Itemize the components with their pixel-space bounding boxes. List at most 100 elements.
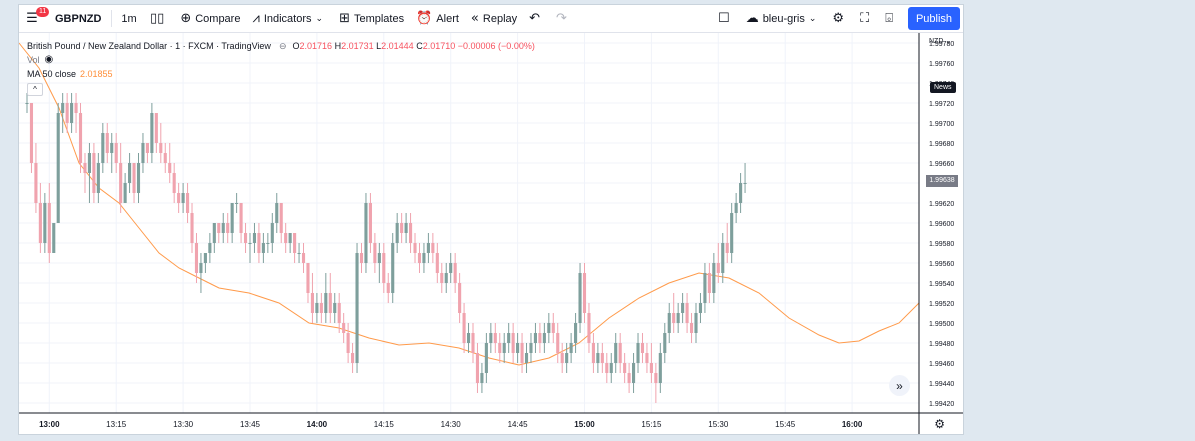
camera-icon: ⌻ xyxy=(885,11,893,26)
undo-button[interactable]: ↶ xyxy=(523,5,550,32)
fullscreen-button[interactable]: ⛶ xyxy=(854,5,879,32)
indicators-icon: ⩘ xyxy=(252,11,260,26)
top-toolbar: ☰ 11 GBPNZD 1m ▯▯ ⊕ Compare ⩘ Indicators ⌄ … xyxy=(19,5,963,33)
publish-button[interactable]: Publish xyxy=(908,7,960,30)
candle-body xyxy=(324,293,328,313)
candle-body xyxy=(475,353,480,383)
candle-body xyxy=(609,363,613,373)
currency-label[interactable]: NZD ⌄ xyxy=(929,38,952,45)
candle-body xyxy=(74,103,78,113)
redo-button[interactable]: ↷ xyxy=(550,5,577,32)
candle-body xyxy=(507,333,511,343)
candle-body xyxy=(676,313,680,323)
candle-body xyxy=(631,363,636,383)
candle-body xyxy=(596,353,600,363)
candle-body xyxy=(119,163,123,203)
candle-body xyxy=(203,253,207,263)
candle-body xyxy=(123,183,127,203)
candle-body xyxy=(645,353,649,363)
candle-body xyxy=(252,233,257,243)
candle-body xyxy=(105,133,109,153)
price-tick-label: 1.99420 xyxy=(929,401,954,408)
time-tick-label: 15:30 xyxy=(708,420,729,429)
alert-button[interactable]: ⏰ Alert xyxy=(410,5,465,32)
indicators-button[interactable]: ⩘ Indicators ⌄ xyxy=(246,5,333,32)
candle-body xyxy=(734,203,738,213)
candle-body xyxy=(520,343,524,363)
toolbar-right-group: ☐ ☁ bleu-gris ⌄ ⚙ ⛶ ⌻ xyxy=(712,5,903,32)
chart-window: ☰ 11 GBPNZD 1m ▯▯ ⊕ Compare ⩘ Indicators ⌄ … xyxy=(18,4,964,435)
price-tick-label: 1.99660 xyxy=(929,161,954,168)
scroll-to-realtime-button[interactable]: » xyxy=(889,375,910,396)
chart-canvas[interactable]: 1.997801.997601.997401.997201.997001.996… xyxy=(19,33,963,434)
candle-body xyxy=(56,113,60,223)
candle-body xyxy=(578,273,582,323)
price-tick-label: 1.99520 xyxy=(929,301,954,308)
candle-body xyxy=(739,183,743,203)
candle-body xyxy=(65,103,69,123)
series-title[interactable]: British Pound / New Zealand Dollar · 1 ·… xyxy=(27,41,271,51)
candle-body xyxy=(560,353,564,363)
candle-body xyxy=(337,303,341,323)
settings-button[interactable]: ⚙ xyxy=(826,5,854,32)
compare-button[interactable]: ⊕ Compare xyxy=(174,5,246,32)
candle-body xyxy=(395,223,399,243)
symbol-search-button[interactable]: GBPNZD xyxy=(55,12,102,25)
snapshot-button[interactable]: ⌻ xyxy=(879,5,903,32)
time-axis[interactable]: 13:00 13:15 13:30 13:45 14:00 14:15 14:30 14:45… xyxy=(39,420,863,429)
candle-body xyxy=(533,333,538,343)
cloud-icon: ☁ xyxy=(745,11,759,26)
templates-button[interactable]: ⊞ Templates xyxy=(333,5,410,32)
candle-body xyxy=(663,333,667,353)
price-tick-label: 1.99720 xyxy=(929,101,954,108)
main-menu-button[interactable]: ☰ 11 xyxy=(19,5,50,32)
candle-body xyxy=(279,203,283,233)
candle-body xyxy=(489,333,493,343)
layout-button[interactable]: ☁ bleu-gris ⌄ xyxy=(740,5,827,32)
candle-body xyxy=(368,203,372,243)
candle-body xyxy=(243,233,248,243)
gear-icon: ⚙ xyxy=(832,11,845,26)
price-axis[interactable]: 1.997801.997601.997401.997201.997001.996… xyxy=(929,41,954,408)
candle-body xyxy=(70,103,74,123)
ma-label[interactable]: MA 50 close xyxy=(27,69,77,79)
news-button[interactable]: News xyxy=(930,82,956,93)
candle-body xyxy=(43,203,47,243)
expand-icon: ⛶ xyxy=(860,11,870,26)
collapse-legend-button[interactable]: ^ xyxy=(27,83,43,96)
double-chevron-right-icon: » xyxy=(896,378,903,393)
candle-body xyxy=(319,303,323,313)
vol-label[interactable]: Vol xyxy=(27,55,40,65)
candle-body xyxy=(614,343,618,363)
price-tick-label: 1.99500 xyxy=(929,321,954,328)
candle-body xyxy=(190,213,194,243)
candle-body xyxy=(408,223,413,243)
compare-label: Compare xyxy=(195,12,241,25)
candle-body xyxy=(257,233,261,253)
candle-body xyxy=(654,373,658,383)
chart-type-button[interactable]: ▯▯ xyxy=(144,5,174,32)
eye-minus-icon[interactable]: ⊖ xyxy=(278,41,287,51)
candle-body xyxy=(128,163,132,183)
candle-body xyxy=(712,263,716,293)
redo-icon: ↷ xyxy=(556,11,567,26)
templates-grid-icon: ⊞ xyxy=(339,11,350,26)
eye-icon[interactable]: ◉ xyxy=(44,54,54,65)
candle-body xyxy=(230,203,234,233)
candle-body xyxy=(248,243,252,244)
candle-body xyxy=(355,253,359,363)
time-tick-label: 13:15 xyxy=(106,420,127,429)
interval-button[interactable]: 1m xyxy=(121,12,137,25)
price-tick-label: 1.99460 xyxy=(929,361,954,368)
time-tick-label: 15:45 xyxy=(775,420,796,429)
candle-body xyxy=(34,163,38,203)
candle-body xyxy=(373,243,377,263)
axis-settings-icon[interactable]: ⚙ xyxy=(934,417,945,431)
fullscreen-frame-button[interactable]: ☐ xyxy=(712,5,740,32)
replay-button[interactable]: «Replay xyxy=(465,5,523,32)
candle-body xyxy=(538,333,542,343)
time-tick-label: 16:00 xyxy=(842,420,863,429)
notification-badge: 11 xyxy=(36,7,50,17)
candle-body xyxy=(239,203,243,233)
candle-body xyxy=(431,243,435,253)
